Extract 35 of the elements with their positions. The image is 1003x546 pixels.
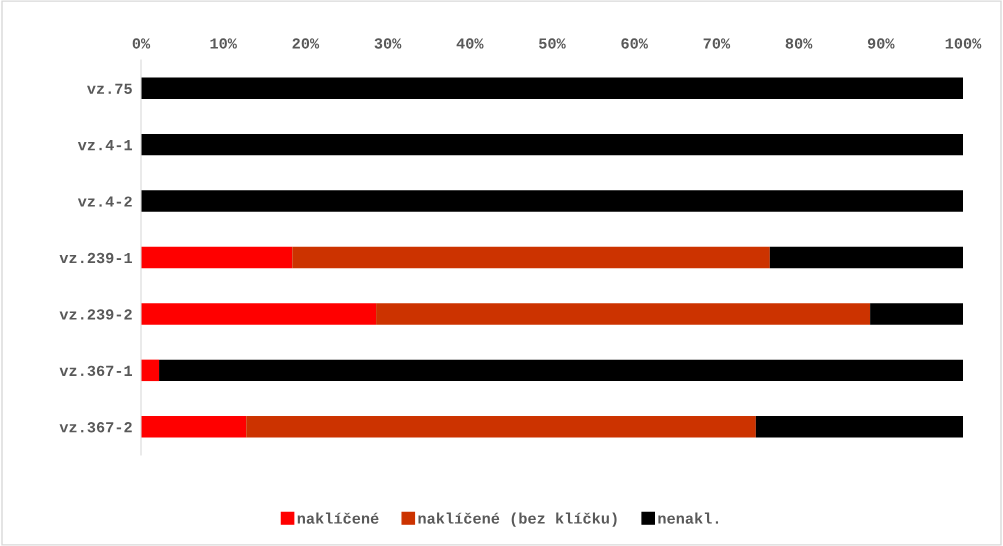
bar [141,359,160,382]
bar [376,303,871,325]
bar [246,416,756,438]
y-tick-label: vz.239-1 [59,252,133,264]
bar [141,190,963,212]
bar [141,246,293,269]
y-tick-label: vz.239-2 [59,309,132,320]
legend-label: naklíčené (bez klíčku) [418,512,617,527]
x-tick-label: 50% [539,38,566,49]
y-tick-label: vz.75 [87,83,132,94]
legend-label: nenakl. [658,512,719,524]
x-tick-label: 0% [132,38,151,49]
bar [159,359,963,382]
x-tick-label: 40% [456,38,484,49]
legend-label: naklíčené [297,512,379,524]
bar [769,246,963,269]
x-tick-label: 70% [703,38,731,49]
bar [141,133,963,156]
x-tick-label: 90% [867,38,895,49]
y-tick-label: vz.367-1 [59,365,133,377]
x-tick-label: 80% [785,38,813,49]
y-tick-label: vz.4-2 [77,196,132,207]
bar [292,246,770,269]
x-tick-label: 100% [945,38,982,49]
x-tick-label: 60% [621,38,648,49]
x-tick-label: 20% [292,38,320,49]
x-tick-label: 10% [210,38,237,49]
bar [755,416,963,438]
y-tick-label: vz.367-2 [59,422,132,433]
bar [870,303,963,325]
x-tick-label: 30% [374,38,402,49]
y-tick-label: vz.4-1 [77,140,133,151]
bar [141,303,377,325]
bar [141,416,247,438]
bar [141,77,963,99]
